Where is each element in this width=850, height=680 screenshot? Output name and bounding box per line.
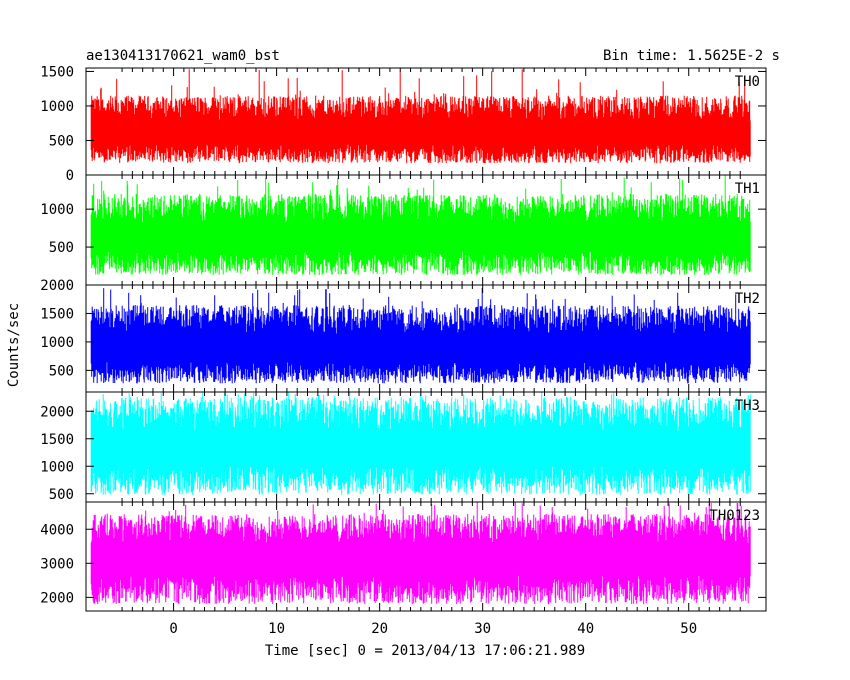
series-th0123 [90, 502, 751, 605]
y-tick-label: 500 [49, 240, 74, 256]
y-tick-label: 1500 [40, 64, 74, 80]
x-axis-label: Time [sec] 0 = 2013/04/13 17:06:21.989 [265, 643, 585, 659]
y-axis-label: Counts/sec [6, 303, 22, 387]
y-tick-label: 3000 [40, 556, 74, 572]
y-tick-label: 500 [49, 363, 74, 379]
y-tick-label: 1000 [40, 459, 74, 475]
x-tick-label: 30 [474, 621, 491, 637]
chart-title: ae130413170621_wam0_bst [86, 48, 280, 64]
y-tick-label: 1000 [40, 202, 74, 218]
series-th1 [90, 175, 751, 276]
panel-th0123: 2000 3000 4000 TH0123 [40, 501, 767, 612]
panel-frame [85, 501, 767, 612]
series-th3 [90, 392, 751, 495]
panel-th0: 0 500 1000 1500 TH0 [40, 64, 767, 184]
y-tick-label: 1500 [40, 432, 74, 448]
panel-label-th2: TH2 [735, 291, 760, 307]
x-tick-label: 40 [577, 621, 594, 637]
x-axis: 0 10 20 30 40 50 [169, 621, 697, 637]
y-tick-label: 500 [49, 487, 74, 503]
bin-time-label: Bin time: 1.5625E-2 s [603, 48, 780, 64]
y-tick-label: 2000 [40, 590, 74, 606]
y-tick-label: 2000 [40, 278, 74, 294]
x-tick-label: 20 [371, 621, 388, 637]
y-tick-label: 1000 [40, 335, 74, 351]
panel-th3: 500 1000 1500 2000 TH3 [40, 391, 767, 503]
y-tick-label: 4000 [40, 522, 74, 538]
panel-label-th0123: TH0123 [709, 508, 760, 524]
x-tick-label: 0 [169, 621, 177, 637]
panels-group: 0 500 1000 1500 TH0 500 1000 TH1 500 1000 1500 2000… [40, 64, 767, 612]
y-tick-label: 1000 [40, 99, 74, 115]
series-th2 [90, 288, 751, 384]
y-tick-label: 0 [66, 168, 74, 184]
y-tick-label: 500 [49, 133, 74, 149]
panel-th1: 500 1000 TH1 [40, 174, 767, 286]
panel-label-th3: TH3 [735, 398, 760, 414]
x-tick-label: 10 [268, 621, 285, 637]
series-th0 [90, 69, 751, 164]
y-tick-label: 2000 [40, 404, 74, 420]
x-tick-label: 50 [680, 621, 697, 637]
panel-label-th0: TH0 [735, 74, 760, 90]
panel-th2: 500 1000 1500 2000 TH2 [40, 278, 767, 393]
panel-label-th1: TH1 [735, 181, 760, 197]
y-tick-label: 1500 [40, 306, 74, 322]
